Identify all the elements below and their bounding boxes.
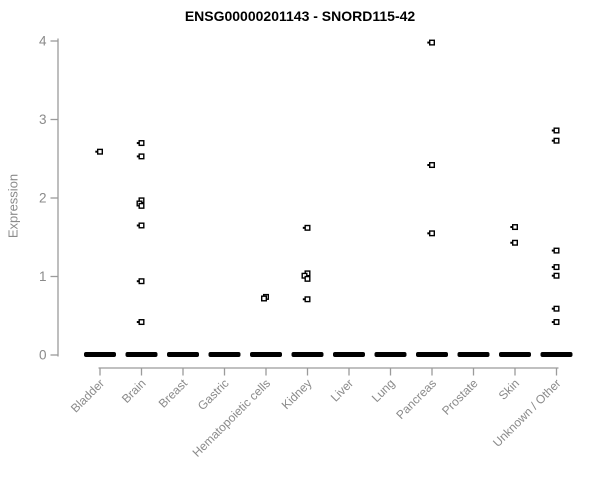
data-point bbox=[138, 278, 145, 285]
x-tick-label: Gastric bbox=[195, 376, 232, 413]
data-point-overlap-tail bbox=[510, 241, 513, 244]
data-point bbox=[553, 137, 560, 144]
x-tick-label: Kidney bbox=[279, 376, 315, 412]
zero-cluster-dash bbox=[416, 352, 448, 357]
x-tick-label: Brain bbox=[119, 376, 149, 406]
data-point-overlap-tail bbox=[427, 164, 430, 167]
y-tick-label: 2 bbox=[39, 191, 47, 206]
data-point-overlap-tail bbox=[427, 232, 430, 235]
y-tick-label: 0 bbox=[39, 348, 47, 363]
x-tick-label: Skin bbox=[496, 376, 522, 402]
data-point-overlap-tail bbox=[136, 321, 140, 324]
data-point-overlap-tail bbox=[551, 129, 555, 132]
data-point bbox=[304, 275, 311, 282]
data-point bbox=[512, 224, 519, 231]
data-point-overlap-tail bbox=[302, 226, 306, 229]
zero-cluster-dash bbox=[499, 352, 531, 357]
data-point bbox=[553, 127, 560, 134]
x-tick-label: Lung bbox=[369, 376, 398, 405]
x-tick-label: Prostate bbox=[439, 376, 481, 418]
data-point bbox=[138, 202, 145, 209]
data-point bbox=[304, 296, 311, 303]
data-point-overlap-tail bbox=[551, 266, 555, 269]
data-point bbox=[138, 319, 145, 326]
zero-cluster-dash bbox=[333, 352, 365, 357]
y-axis-label: Expression bbox=[5, 173, 21, 239]
zero-cluster-dash bbox=[167, 352, 199, 357]
data-point bbox=[261, 295, 268, 302]
x-tick-label: Hematopoietic cells bbox=[190, 376, 273, 459]
data-point bbox=[138, 140, 145, 147]
y-tick-label: 4 bbox=[39, 34, 47, 49]
data-point-overlap-tail bbox=[136, 142, 140, 145]
zero-cluster-dash bbox=[208, 352, 241, 357]
data-point bbox=[553, 247, 560, 254]
chart-title: ENSG00000201143 - SNORD115-42 bbox=[184, 8, 416, 24]
data-point bbox=[304, 224, 311, 231]
zero-cluster-dash bbox=[374, 352, 407, 357]
y-tick-label: 3 bbox=[39, 112, 47, 127]
data-point bbox=[429, 230, 436, 237]
data-point-overlap-tail bbox=[302, 298, 306, 301]
data-point-overlap-tail bbox=[551, 307, 555, 310]
data-point-overlap-tail bbox=[510, 226, 513, 229]
data-point-overlap-tail bbox=[427, 41, 430, 44]
zero-cluster-dash bbox=[84, 352, 116, 357]
data-point-overlap-tail bbox=[551, 321, 555, 324]
data-point-overlap-tail bbox=[136, 280, 140, 283]
y-tick-label: 1 bbox=[39, 269, 47, 284]
zero-cluster-dash bbox=[250, 352, 282, 357]
data-point bbox=[96, 148, 103, 155]
x-tick-label: Bladder bbox=[68, 376, 107, 415]
zero-cluster-dash bbox=[540, 352, 573, 357]
zero-cluster-dash bbox=[457, 352, 490, 357]
data-point-overlap-tail bbox=[136, 224, 140, 227]
data-point bbox=[512, 239, 519, 246]
data-point-overlap-tail bbox=[551, 139, 555, 142]
data-point bbox=[553, 305, 560, 312]
data-point-overlap-tail bbox=[551, 249, 555, 252]
x-tick-label: Liver bbox=[328, 376, 356, 404]
data-point bbox=[553, 319, 560, 326]
data-point-overlap-tail bbox=[551, 274, 555, 277]
x-tick-label: Breast bbox=[156, 376, 191, 411]
data-point-overlap-tail bbox=[95, 150, 98, 153]
data-point bbox=[138, 153, 145, 160]
x-tick-label: Pancreas bbox=[393, 376, 439, 422]
zero-cluster-dash bbox=[125, 352, 158, 357]
zero-cluster-dash bbox=[291, 352, 324, 357]
data-point bbox=[138, 222, 145, 229]
data-point-overlap-tail bbox=[136, 155, 140, 158]
data-point bbox=[429, 39, 436, 46]
data-point bbox=[553, 272, 560, 279]
data-point bbox=[553, 264, 560, 271]
data-point bbox=[429, 162, 436, 169]
